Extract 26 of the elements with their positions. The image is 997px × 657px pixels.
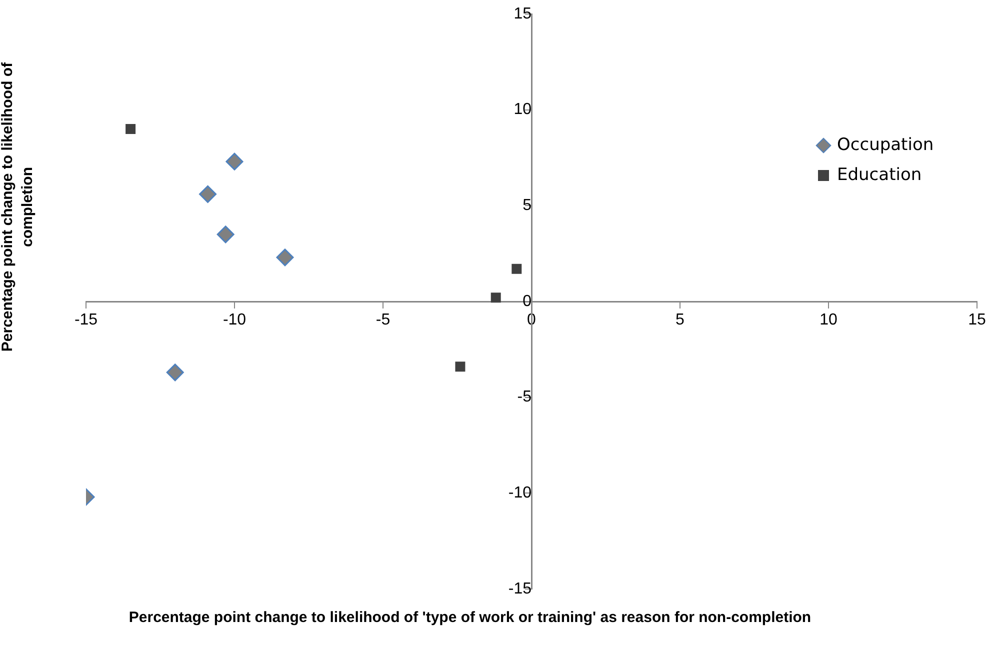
y-tick-label: 0 [522, 292, 532, 310]
x-tick-label: 5 [676, 312, 685, 329]
x-axis-title: Percentage point change to likelihood of 'type of work or training' as reason for non-completion [128, 608, 812, 628]
point [166, 364, 184, 382]
y-tick-label: -5 [517, 388, 532, 406]
point [512, 264, 522, 274]
x-tick-label: 10 [820, 312, 838, 329]
legend-label: Occupation [837, 135, 934, 155]
y-tick-label: 5 [522, 197, 532, 214]
y-tick-label: -15 [508, 580, 532, 598]
y-axis-title: Percentage point change to likelihood of completion [0, 62, 37, 352]
point [276, 248, 294, 266]
y-tick-label: -10 [508, 484, 532, 502]
point [455, 362, 466, 372]
x-tick-label: -15 [74, 312, 98, 329]
y-tick-label: 15 [514, 5, 532, 22]
x-tick-label: -5 [376, 312, 390, 329]
point [490, 292, 501, 303]
x-tick-label: -10 [222, 312, 246, 329]
point [226, 152, 244, 170]
point [216, 226, 234, 244]
legend-label: Education [837, 165, 922, 185]
y-tick-label: 10 [514, 101, 532, 118]
x-tick-label: 15 [968, 312, 986, 329]
point [126, 124, 136, 134]
point [199, 185, 217, 203]
